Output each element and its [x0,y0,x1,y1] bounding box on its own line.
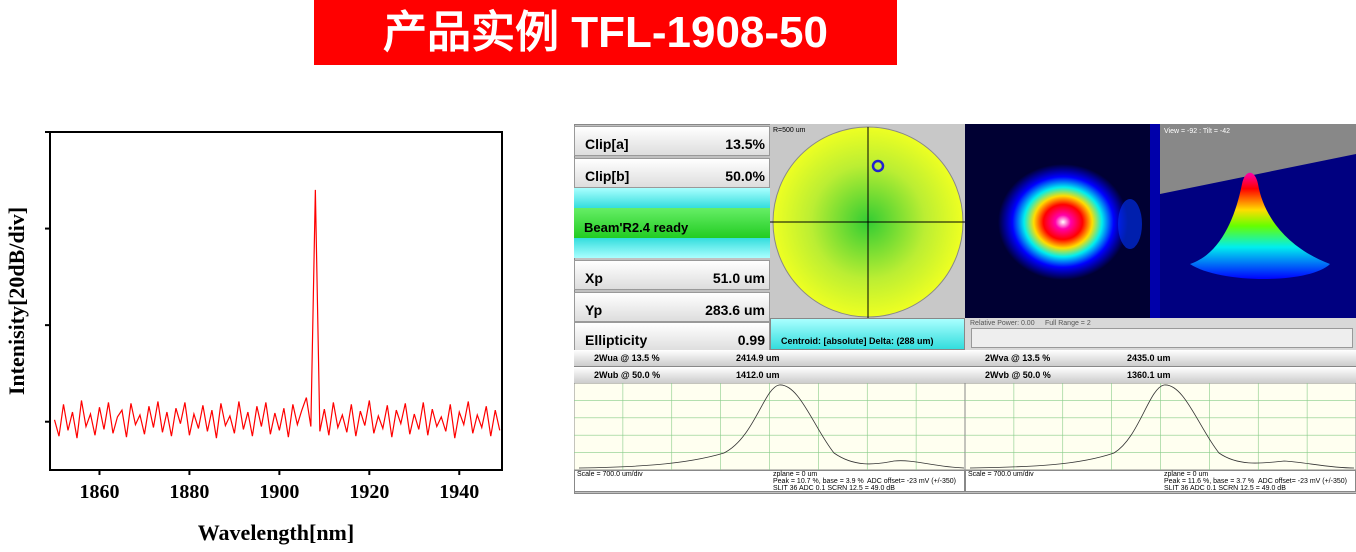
footer-text: Peak = 11.6 %, base = 3.7 % [1164,478,1255,485]
width-text: 2Wua @ 13.5 % [594,353,660,363]
param-value: 51.0 um [712,270,765,286]
param-value: 283.6 um [705,302,765,318]
width-text: 2Wvb @ 50.0 % [985,370,1051,380]
centroid: Centroid: [absolute] Delta: (288 um) [781,336,934,346]
footer-text: Scale = 700.0 um/div [968,471,1034,478]
width-text: 2Wva @ 13.5 % [985,353,1051,363]
footer: Scale = 700.0 um/div zplane = 0 um Peak = … [574,470,965,492]
footer-text: zplane = 0 um [773,471,818,478]
param-value: 0.99 [737,332,765,348]
width-row: 2Wub @ 50.0 % 1412.0 um 2Wvb @ 50.0 % 1360.… [574,367,1356,384]
footer-text: Peak = 10.7 %, base = 3.9 % [773,478,864,485]
param-name: Yp [585,302,603,318]
param-row: Yp 283.6 um [574,292,770,322]
param-row: Clip[b] 50.0% [574,158,770,188]
param-row: Ellipticity 0.99 [574,322,770,352]
footer-text: zplane = 0 um [1164,471,1209,478]
relative-power: Relative Power: 0.00 [970,320,1035,327]
radius-label: R=500 um [773,127,806,134]
band [574,238,770,258]
title-banner: 产品实例 TFL-1908-50 [314,0,897,65]
view-label: View = -92 : Tilt = -42 [1164,128,1230,135]
power-box: Relative Power: 0.00 Full Range = 2 [965,318,1356,350]
width-text: 1360.1 um [1127,370,1171,380]
status-box: Beam'R2.4 ready [574,208,770,238]
band [574,188,770,208]
y-axis-label: Intenisity[20dB/div] [4,207,29,395]
param-row: Clip[a] 13.5% [574,126,770,156]
beam-3d: View = -92 : Tilt = -42 [1160,124,1356,318]
param-value: 13.5% [725,136,765,152]
footer-text: SLIT 36 ADC 0.1 SCRN 12.5 = 49.0 dB [1164,485,1286,492]
footer-text: SLIT 36 ADC 0.1 SCRN 12.5 = 49.0 dB [773,485,895,492]
width-text: 2435.0 um [1127,353,1171,363]
width-row: 2Wua @ 13.5 % 2414.9 um 2Wva @ 13.5 % 2435.… [574,350,1356,367]
param-name: Clip[a] [585,136,629,152]
full-range: Full Range = 2 [1045,320,1091,327]
status: Beam'R2.4 ready [584,220,689,235]
width-text: 1412.0 um [736,370,780,380]
param-row: Xp 51.0 um [574,260,770,290]
centroid-plot: R=500 um [770,124,965,318]
power-bar [971,328,1353,348]
profile-plots [574,383,1356,471]
spectrum-line [53,189,501,439]
param-name: Clip[b] [585,168,630,184]
x-tick-label: 1900 [259,481,299,503]
footer-text: ADC offset= -23 mV (+/-350) [1258,478,1347,485]
param-name: Xp [585,270,603,286]
beam-image [965,124,1160,318]
width-text: 2414.9 um [736,353,780,363]
plot-frame [49,131,503,471]
x-tick-label: 1940 [439,481,479,503]
footer: Scale = 700.0 um/div zplane = 0 um Peak = … [965,470,1356,492]
footer-text: Scale = 700.0 um/div [577,471,643,478]
centroid-box: Centroid: [absolute] Delta: (288 um) [770,318,965,350]
x-tick-label: 1860 [79,481,119,503]
x-axis-label: Wavelength[nm] [198,520,354,545]
title: 产品实例 TFL-1908-50 [383,8,828,57]
param-name: Ellipticity [585,332,648,348]
x-tick-label: 1920 [349,481,389,503]
param-value: 50.0% [725,168,765,184]
width-text: 2Wub @ 50.0 % [594,370,661,380]
x-tick-label: 1880 [169,481,209,503]
footer-text: ADC offset= -23 mV (+/-350) [867,478,956,485]
spectrum-chart: 1860 1880 1900 1920 1940 Wavelength[nm] Inteni… [4,131,503,545]
